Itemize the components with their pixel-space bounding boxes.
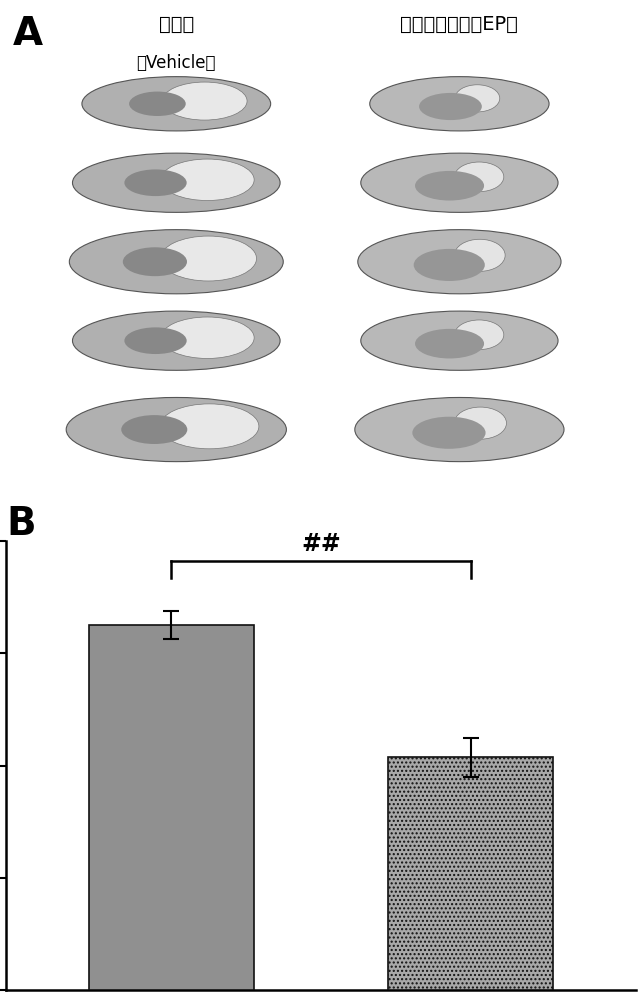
Ellipse shape xyxy=(125,327,187,354)
Text: ##: ## xyxy=(301,532,341,556)
Ellipse shape xyxy=(73,153,280,212)
Text: （Vehicle）: （Vehicle） xyxy=(137,54,216,72)
Text: A: A xyxy=(13,15,43,53)
Bar xyxy=(388,757,553,990)
Ellipse shape xyxy=(361,311,558,370)
Ellipse shape xyxy=(355,397,564,462)
Ellipse shape xyxy=(361,153,558,212)
Text: B: B xyxy=(6,505,36,543)
Ellipse shape xyxy=(69,230,283,294)
Ellipse shape xyxy=(129,92,186,116)
Ellipse shape xyxy=(455,239,505,271)
Bar xyxy=(89,625,254,990)
Ellipse shape xyxy=(160,236,257,281)
Ellipse shape xyxy=(125,169,187,196)
Text: 对照组: 对照组 xyxy=(159,15,194,34)
Ellipse shape xyxy=(160,317,254,358)
Ellipse shape xyxy=(82,77,271,131)
Ellipse shape xyxy=(454,407,507,439)
Ellipse shape xyxy=(370,77,549,131)
Ellipse shape xyxy=(162,82,247,120)
Ellipse shape xyxy=(419,93,482,120)
Ellipse shape xyxy=(413,249,485,281)
Ellipse shape xyxy=(121,415,187,444)
Ellipse shape xyxy=(415,171,484,201)
Ellipse shape xyxy=(412,417,485,449)
Text: 丙酮酸乙酯组（EP）: 丙酮酸乙酯组（EP） xyxy=(401,15,518,34)
Ellipse shape xyxy=(123,247,187,276)
Ellipse shape xyxy=(358,230,561,294)
Ellipse shape xyxy=(415,329,484,358)
Ellipse shape xyxy=(455,320,504,350)
Ellipse shape xyxy=(73,311,280,370)
Ellipse shape xyxy=(455,162,504,192)
Ellipse shape xyxy=(455,85,499,112)
Ellipse shape xyxy=(66,397,286,462)
Ellipse shape xyxy=(160,404,259,449)
Ellipse shape xyxy=(160,159,254,201)
